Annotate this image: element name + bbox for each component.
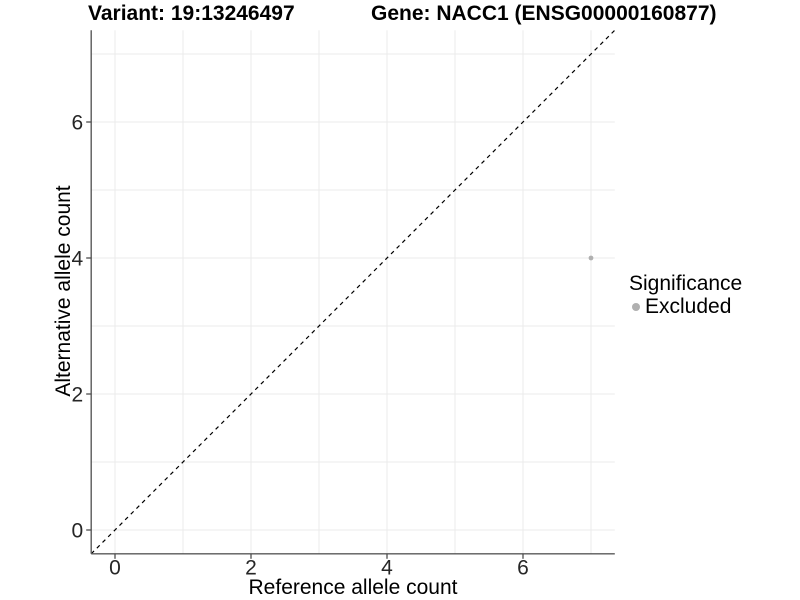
legend-item-label: Excluded <box>645 295 732 318</box>
y-tick-label: 0 <box>72 520 84 543</box>
y-tick-label: 6 <box>72 112 84 135</box>
y-tick-label: 4 <box>72 248 84 271</box>
x-tick-label: 6 <box>517 556 529 579</box>
x-axis-title: Reference allele count <box>248 576 458 599</box>
legend-point-icon <box>632 303 640 311</box>
legend: Significance Excluded <box>629 272 742 318</box>
legend-item: Excluded <box>629 296 742 318</box>
x-tick-label: 2 <box>245 556 257 579</box>
identity-reference-line <box>90 29 616 555</box>
data-point <box>588 255 594 261</box>
plot-title-gene: Gene: NACC1 (ENSG00000160877) <box>371 2 717 25</box>
legend-items: Excluded <box>629 296 742 318</box>
plot-title-variant: Variant: 19:13246497 <box>88 2 295 25</box>
y-axis-title: Alternative allele count <box>52 185 75 397</box>
y-tick-label: 2 <box>72 384 84 407</box>
x-tick-label: 4 <box>381 556 393 579</box>
legend-title: Significance <box>629 272 743 295</box>
x-tick-label: 0 <box>109 556 121 579</box>
